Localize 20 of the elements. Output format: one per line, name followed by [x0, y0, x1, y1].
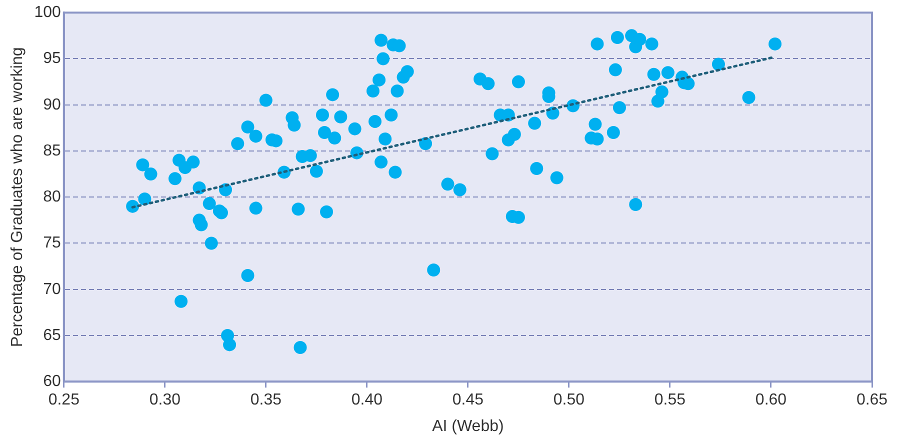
x-tick-label: 0.60 — [755, 392, 787, 409]
x-tick-label: 0.35 — [250, 392, 282, 409]
x-tick-label: 0.45 — [452, 392, 484, 409]
x-axis-title: AI (Webb) — [432, 418, 504, 435]
y-tick-label: 95 — [43, 50, 61, 68]
y-tick-label: 65 — [43, 326, 61, 344]
y-tick-label: 90 — [43, 96, 61, 114]
y-tick-label: 85 — [43, 142, 61, 160]
y-tick-label: 70 — [43, 280, 61, 298]
y-tick-label: 80 — [43, 188, 61, 206]
x-tick-label: 0.50 — [553, 392, 585, 409]
x-tick-label: 0.25 — [48, 392, 80, 409]
x-tick-label: 0.55 — [654, 392, 686, 409]
y-tick-label: 100 — [34, 4, 61, 22]
y-tick-label: 75 — [43, 234, 61, 252]
x-tick-label: 0.40 — [351, 392, 383, 409]
x-tick-label: 0.30 — [149, 392, 181, 409]
x-tick-label: 0.65 — [856, 392, 888, 409]
y-tick-label: 60 — [43, 373, 61, 390]
y-axis-title: Percentage of Graduates who are working — [9, 47, 26, 347]
